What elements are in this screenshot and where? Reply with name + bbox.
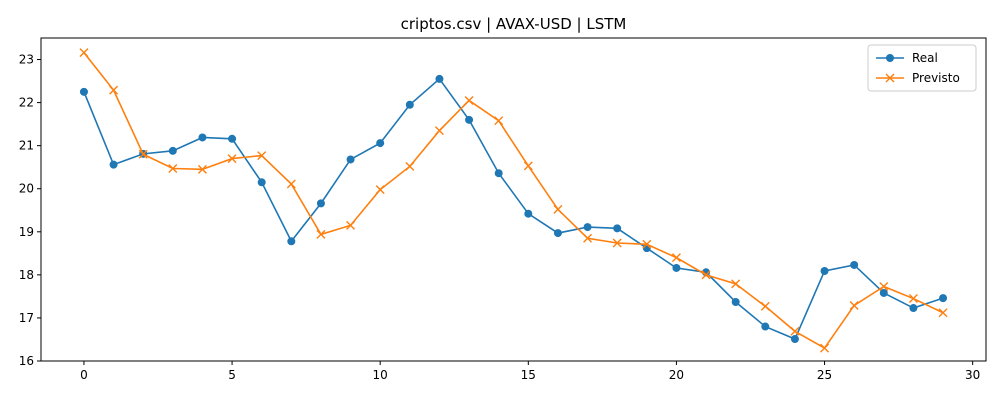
data-point bbox=[938, 308, 948, 318]
data-point bbox=[79, 48, 89, 58]
data-point bbox=[198, 133, 207, 142]
x-tick-label: 30 bbox=[965, 368, 980, 382]
y-tick-label: 19 bbox=[19, 225, 34, 239]
data-point bbox=[820, 266, 829, 275]
data-point bbox=[227, 154, 237, 164]
data-point bbox=[287, 237, 296, 246]
data-point bbox=[494, 116, 504, 126]
data-point bbox=[790, 335, 799, 344]
data-point bbox=[257, 151, 267, 161]
data-point bbox=[760, 301, 770, 311]
data-point bbox=[376, 139, 385, 148]
data-point bbox=[731, 279, 741, 289]
data-point bbox=[790, 326, 800, 336]
data-point bbox=[671, 253, 681, 263]
data-point bbox=[138, 149, 148, 159]
data-point bbox=[613, 224, 622, 233]
legend: Real Previsto bbox=[867, 44, 977, 92]
data-point bbox=[405, 100, 414, 109]
chart-title: criptos.csv | AVAX-USD | LSTM bbox=[401, 15, 627, 33]
x-tick-label: 0 bbox=[80, 368, 88, 382]
data-point bbox=[434, 126, 444, 136]
data-point bbox=[79, 87, 88, 96]
data-point bbox=[908, 294, 918, 304]
legend-box bbox=[867, 44, 977, 92]
data-point bbox=[109, 85, 119, 95]
x-tick-label: 15 bbox=[521, 368, 536, 382]
data-point bbox=[524, 209, 533, 218]
y-tick-label: 22 bbox=[19, 96, 34, 110]
y-tick-label: 18 bbox=[19, 268, 34, 282]
data-point bbox=[583, 233, 593, 243]
data-point bbox=[257, 178, 266, 187]
legend-marker bbox=[886, 54, 894, 62]
data-point bbox=[435, 74, 444, 83]
data-point bbox=[494, 169, 503, 178]
data-point bbox=[612, 238, 622, 248]
data-point bbox=[761, 322, 770, 331]
data-point bbox=[672, 263, 681, 272]
x-tick-label: 5 bbox=[228, 368, 236, 382]
data-point bbox=[464, 95, 474, 105]
y-tick-label: 16 bbox=[19, 354, 34, 368]
data-point bbox=[820, 343, 830, 353]
data-point bbox=[553, 229, 562, 238]
plot-area bbox=[79, 48, 948, 353]
data-point bbox=[316, 199, 325, 208]
data-point bbox=[168, 146, 177, 155]
data-point bbox=[523, 161, 533, 171]
data-point bbox=[346, 155, 355, 164]
plot-frame bbox=[40, 37, 987, 362]
series-line bbox=[83, 52, 944, 350]
data-point bbox=[909, 304, 918, 313]
y-tick-label: 23 bbox=[19, 53, 34, 67]
data-point bbox=[731, 297, 740, 306]
legend-entry: Previsto bbox=[876, 71, 960, 85]
x-tick-label: 10 bbox=[373, 368, 388, 382]
y-tick-label: 20 bbox=[19, 182, 34, 196]
y-tick-label: 17 bbox=[19, 311, 34, 325]
x-tick-label: 25 bbox=[817, 368, 832, 382]
data-point bbox=[465, 115, 474, 124]
legend-label: Previsto bbox=[912, 71, 960, 85]
data-point bbox=[701, 270, 711, 280]
data-point bbox=[375, 185, 385, 195]
legend-label: Real bbox=[912, 51, 938, 65]
data-point bbox=[879, 288, 888, 297]
data-point bbox=[405, 161, 415, 171]
series-line bbox=[83, 77, 944, 341]
legend-marker bbox=[885, 73, 895, 83]
data-point bbox=[642, 239, 652, 249]
data-point bbox=[583, 223, 592, 232]
axes: 0 5 10 15 20 25 30 16 17 18 19 20 21 22 23 bbox=[19, 53, 981, 382]
data-point bbox=[346, 220, 356, 230]
data-point bbox=[286, 179, 296, 189]
legend-entry: Real bbox=[876, 51, 938, 65]
data-point bbox=[316, 229, 326, 239]
data-point bbox=[109, 160, 118, 169]
data-point bbox=[850, 260, 859, 269]
data-point bbox=[197, 164, 207, 174]
data-point bbox=[879, 282, 889, 291]
data-point bbox=[849, 300, 859, 310]
data-point bbox=[553, 204, 563, 214]
series-previsto bbox=[79, 48, 948, 353]
y-tick-label: 21 bbox=[19, 139, 34, 153]
x-tick-label: 20 bbox=[669, 368, 684, 382]
data-point bbox=[939, 294, 948, 303]
data-point bbox=[228, 134, 237, 143]
data-point bbox=[168, 163, 178, 173]
